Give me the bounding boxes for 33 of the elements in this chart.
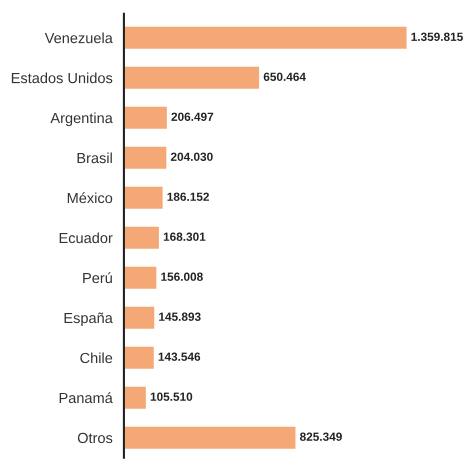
data-label: 143.546 <box>158 352 200 361</box>
bar <box>124 346 154 369</box>
data-label: 206.497 <box>171 112 214 121</box>
y-tick-label: España <box>64 312 113 326</box>
bar <box>124 426 296 449</box>
y-tick-label: Chile <box>80 352 112 364</box>
y-tick-label: Panamá <box>60 392 113 404</box>
data-label: 204.030 <box>170 152 213 161</box>
data-label: 186.152 <box>168 192 209 201</box>
data-label: 145.893 <box>159 312 201 321</box>
bar <box>124 386 146 409</box>
y-tick-label: Argentina <box>50 112 113 126</box>
y-tick-label: Perú <box>83 272 112 284</box>
y-tick-label: Ecuador <box>60 232 113 244</box>
data-label: 825.349 <box>300 432 342 441</box>
data-label: 156.008 <box>161 272 203 281</box>
bar <box>124 306 154 329</box>
data-label: 1.359.815 <box>411 32 463 41</box>
bar <box>124 266 156 289</box>
data-label: 650.464 <box>264 72 306 81</box>
bar <box>124 106 167 129</box>
bar <box>124 146 166 169</box>
bar <box>124 226 159 249</box>
bar <box>124 186 163 209</box>
data-label: 105.510 <box>150 392 192 401</box>
data-label: 168.301 <box>164 232 206 241</box>
bar <box>124 66 260 89</box>
y-tick-label: Brasil <box>78 152 112 164</box>
y-tick-label: México <box>68 192 112 204</box>
y-tick-label: Venezuela <box>44 32 113 44</box>
bar <box>124 26 407 49</box>
y-tick-label: Estados Unidos <box>12 72 112 84</box>
y-tick-label: Otros <box>78 432 112 444</box>
